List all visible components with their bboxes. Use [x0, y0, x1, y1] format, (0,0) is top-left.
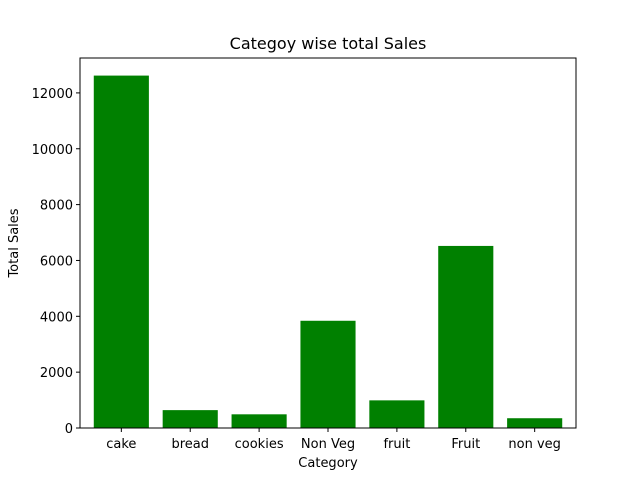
y-tick-label: 10000: [32, 143, 73, 158]
plot-frame: [79, 57, 577, 429]
y-tick-label: 4000: [40, 310, 73, 325]
x-tick-label: cookies: [235, 437, 284, 452]
y-axis-ticks: 0 2000 4000 6000 8000 10000 12000: [32, 87, 80, 437]
x-tick-label: non veg: [508, 437, 561, 452]
y-tick-label: 2000: [40, 366, 73, 381]
x-tick-label: cake: [106, 437, 136, 452]
x-axis-label: Category: [298, 456, 358, 471]
bar-2: [231, 414, 287, 428]
chart-title: Categoy wise total Sales: [230, 34, 427, 53]
bar-4: [369, 400, 425, 428]
x-axis-ticks: cake bread cookies Non Veg fruit Fruit non veg: [106, 428, 561, 452]
bars-group: [93, 75, 563, 428]
y-tick-label: 8000: [40, 199, 73, 214]
bar-6: [507, 418, 563, 428]
bar-1: [162, 410, 218, 428]
bar-5: [438, 245, 494, 428]
bar-0: [93, 75, 149, 428]
bar-3: [300, 320, 356, 428]
y-tick-label: 12000: [32, 87, 73, 102]
x-tick-label: fruit: [383, 437, 410, 452]
x-tick-label: bread: [171, 437, 209, 452]
y-tick-label: 0: [65, 422, 73, 437]
x-tick-label: Fruit: [451, 437, 480, 452]
y-tick-label: 6000: [40, 254, 73, 269]
y-axis-label: Total Sales: [7, 208, 22, 278]
x-tick-label: Non Veg: [301, 437, 355, 452]
